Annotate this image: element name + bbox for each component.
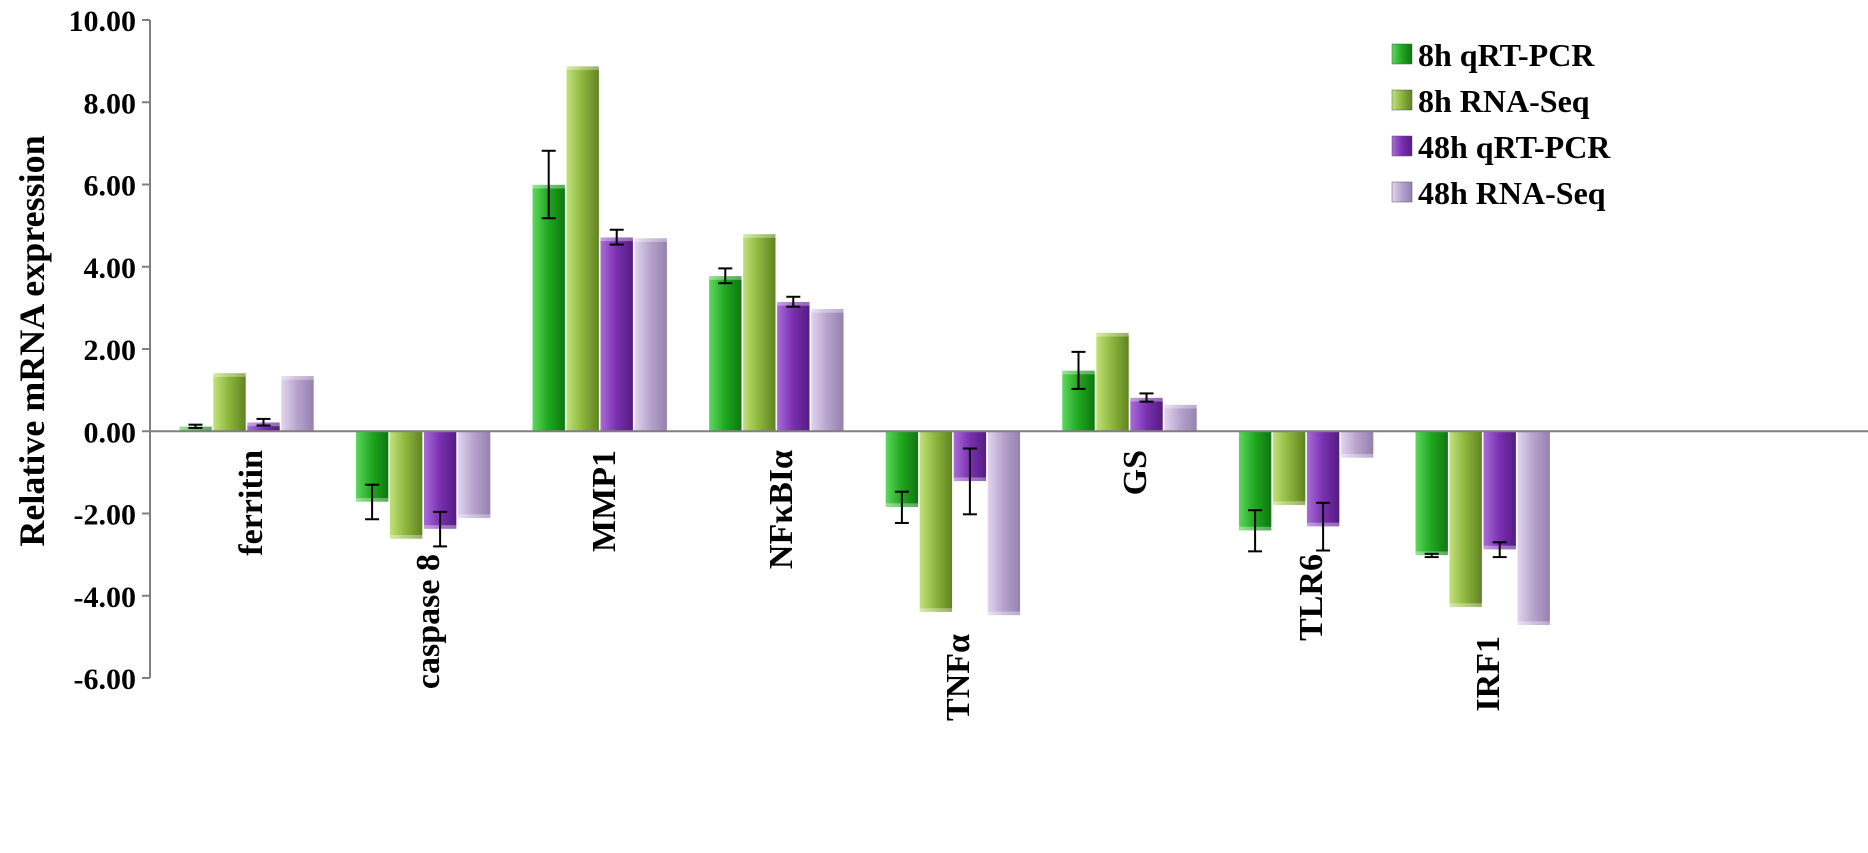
bar-cap xyxy=(1164,404,1197,409)
bar-cap xyxy=(987,611,1021,616)
y-tick-label: 4.00 xyxy=(84,252,137,285)
category-label: ferritin xyxy=(233,450,270,556)
y-tick-label: -4.00 xyxy=(74,581,137,614)
bar-cap xyxy=(281,375,314,380)
bar-cap xyxy=(634,237,668,242)
bar-cap xyxy=(810,308,844,313)
bar-3-1 xyxy=(742,233,777,432)
bar-0-1 xyxy=(212,372,247,432)
bar-5-0 xyxy=(1061,370,1096,432)
y-axis-label: Relative mRNA expression xyxy=(12,135,52,546)
bar-2-1 xyxy=(565,65,600,432)
bar-4-3 xyxy=(987,430,1021,616)
bar-cap xyxy=(742,233,776,238)
category-label: TNFα xyxy=(940,634,977,721)
bar-cap xyxy=(389,534,423,539)
bar-2-2 xyxy=(599,236,634,432)
legend-label: 8h qRT-PCR xyxy=(1418,37,1595,73)
bar-cap xyxy=(1272,501,1306,506)
bar-cap xyxy=(566,66,600,71)
y-tick-label: -2.00 xyxy=(74,499,137,532)
y-tick-label: 6.00 xyxy=(84,170,137,203)
bar-cap xyxy=(457,514,491,519)
category-labels: ferritin caspase 8 MMP1 NFκBIα TNFα GS TLR6 IRF… xyxy=(233,450,1507,721)
bar-7-2 xyxy=(1482,430,1517,550)
bar-cap xyxy=(1096,332,1129,337)
bar-cap xyxy=(1449,603,1483,608)
legend-swatch xyxy=(1391,181,1413,203)
legend-label: 48h RNA-Seq xyxy=(1418,175,1606,211)
category-label: caspase 8 xyxy=(410,554,447,689)
bar-7-3 xyxy=(1516,430,1551,626)
bar-6-2 xyxy=(1306,430,1340,527)
bar-5-1 xyxy=(1095,332,1130,432)
legend-label: 8h RNA-Seq xyxy=(1418,83,1590,119)
category-label: NFκBIα xyxy=(763,450,800,569)
bar-6-3 xyxy=(1340,430,1374,459)
category-label: TLR6 xyxy=(1293,554,1330,641)
y-tick-label: -6.00 xyxy=(74,663,137,696)
y-tick-label: 0.00 xyxy=(84,416,137,449)
bar-3-3 xyxy=(810,308,845,432)
error-bars xyxy=(188,149,1507,559)
category-label: IRF1 xyxy=(1470,636,1507,712)
bar-series-group xyxy=(178,65,1551,626)
bar-cap xyxy=(1340,453,1374,458)
bar-1-1 xyxy=(389,430,423,540)
legend-swatch xyxy=(1391,135,1413,157)
legend: 8h qRT-PCR 8h RNA-Seq 48h qRT-PCR 48h RNA-S… xyxy=(1391,37,1611,211)
bar-7-0 xyxy=(1414,430,1449,556)
bar-2-0 xyxy=(531,184,566,432)
bar-3-0 xyxy=(708,275,743,432)
bar-2-3 xyxy=(633,237,668,432)
bar-cap xyxy=(1517,621,1551,626)
bar-0-3 xyxy=(280,375,315,432)
y-tick-label: 10.00 xyxy=(69,5,137,38)
y-tick-label: 2.00 xyxy=(84,334,137,367)
legend-label: 48h qRT-PCR xyxy=(1418,129,1611,165)
bar-cap xyxy=(919,608,953,613)
legend-swatch xyxy=(1391,43,1413,65)
category-label: GS xyxy=(1117,450,1154,495)
bar-7-1 xyxy=(1448,430,1483,608)
y-axis-ticks: 10.00 8.00 6.00 4.00 2.00 0.00 -2.00 -4.00 -6.00 xyxy=(69,5,150,696)
category-label: MMP1 xyxy=(586,450,623,552)
bar-4-1 xyxy=(919,430,953,613)
bar-3-2 xyxy=(776,301,811,432)
legend-swatch xyxy=(1391,89,1413,111)
bar-5-3 xyxy=(1163,404,1198,432)
bar-6-1 xyxy=(1272,430,1306,506)
bar-cap xyxy=(213,372,246,377)
y-tick-label: 8.00 xyxy=(84,87,137,120)
bar-5-2 xyxy=(1129,397,1164,432)
bar-1-3 xyxy=(457,430,491,519)
axes xyxy=(149,20,1868,678)
